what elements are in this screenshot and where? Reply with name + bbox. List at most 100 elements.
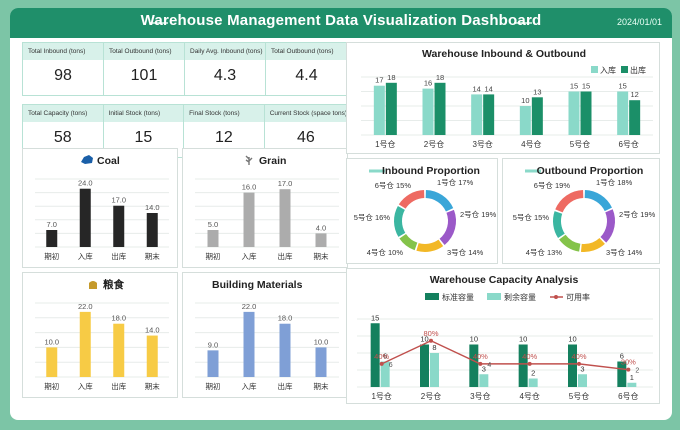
bar: [434, 82, 446, 135]
pie-slice: [559, 234, 581, 252]
bar: [279, 323, 291, 377]
kpi-daily-avg-inbound: Daily Avg. Inbound (tons) 4.3: [185, 43, 266, 95]
slice-label: 3号仓 14%: [447, 247, 484, 257]
tick-label: 出库: [278, 381, 293, 391]
kpi-total-inbound: Total Inbound (tons) 98: [23, 43, 104, 95]
bar: [146, 335, 158, 377]
data-label: 10.0: [314, 337, 329, 346]
pie-slice: [600, 209, 615, 243]
tick-label: 期初: [44, 381, 59, 391]
kpi-total-outbound-2: Total Outbound (tons) 4.4: [266, 43, 347, 95]
bar: [617, 91, 629, 135]
bar: [113, 205, 125, 247]
data-label: 2: [531, 369, 535, 378]
data-label: 18: [436, 73, 444, 82]
slice-label: 6号仓 15%: [375, 180, 412, 190]
chart-title: Grain: [259, 155, 286, 167]
bar: [617, 361, 627, 387]
bar: [629, 100, 641, 135]
slice-label: 5号仓 15%: [513, 212, 550, 222]
outbound-pie-panel: Outbound Proportion 1号仓 18% 2号仓 19% 3号仓 14%…: [502, 158, 660, 264]
data-label: 16: [424, 79, 432, 88]
line-label: 40%: [522, 352, 537, 361]
line-marker-label: 6: [389, 362, 393, 369]
data-label: 16.0: [242, 183, 257, 192]
data-label: 10: [519, 335, 527, 344]
data-label: 14.0: [145, 326, 160, 335]
data-label: 6: [383, 352, 387, 361]
bar: [207, 350, 219, 377]
coal-shape: [81, 155, 93, 164]
grain-shape: [245, 155, 253, 165]
pie-slice: [553, 211, 565, 238]
kpi-label: Total Capacity (tons): [23, 105, 103, 122]
building-materials-chart: Building Materials 9.0 期初 22.0 入库 18.0 出库 10.0 期…: [195, 279, 339, 391]
pie-slice: [398, 190, 425, 209]
coal-chart-panel: Coal 7.0 期初 24.0 入库 17.0 出库 14.0 期末: [22, 148, 178, 268]
chart-title: 粮食: [103, 278, 124, 291]
header-decoration-left: [150, 22, 168, 24]
bar: [243, 311, 255, 377]
tick-label: 入库: [242, 381, 257, 391]
bar: [471, 94, 483, 135]
tick-label: 5号仓: [569, 391, 589, 401]
series-line: [381, 339, 629, 371]
kpi-value: 4.4: [295, 67, 318, 84]
slice-label: 2号仓 19%: [460, 209, 497, 219]
chart-title: Outbound Proportion: [537, 165, 644, 177]
building-chart-panel: Building Materials 9.0 期初 22.0 入库 18.0 出库 10.0 期…: [182, 272, 348, 398]
legend-label: 出库: [630, 65, 646, 75]
line-label: 40%: [473, 352, 488, 361]
kpi-current-stock: Current Stock (space tons) 46: [264, 105, 347, 157]
legend-marker: [554, 295, 558, 299]
data-label: 13: [533, 87, 541, 96]
tick-label: 1号仓: [375, 139, 395, 149]
grain-chart: Grain 5.0 期初 16.0 入库 17.0 出库 4.0 期末: [195, 155, 339, 261]
data-label: 18.0: [111, 314, 126, 323]
pie-slice: [399, 233, 418, 251]
kpi-total-capacity: Total Capacity (tons) 58: [23, 105, 104, 157]
data-label: 24.0: [78, 179, 93, 188]
tick-label: 期末: [314, 381, 329, 391]
grain-chart-panel: Grain 5.0 期初 16.0 入库 17.0 出库 4.0 期末: [182, 148, 348, 268]
data-label: 18.0: [278, 314, 293, 323]
bar: [315, 347, 327, 377]
capacity-chart-panel: Warehouse Capacity Analysis 标准容量 剩余容量 可用率 15…: [346, 268, 660, 404]
data-label: 4.0: [316, 223, 326, 232]
bar: [315, 233, 327, 247]
slice-label: 1号仓 17%: [437, 177, 474, 187]
data-label: 5.0: [208, 220, 218, 229]
slice-label: 5号仓 16%: [354, 212, 391, 222]
tick-label: 出库: [111, 251, 126, 261]
line-point: [577, 361, 581, 366]
legend-swatch: [425, 293, 439, 300]
tick-label: 2号仓: [421, 391, 441, 401]
bar: [568, 344, 577, 387]
pie-slice: [416, 239, 444, 252]
kpi-total-outbound: Total Outbound (tons) 101: [104, 43, 185, 95]
data-label: 17: [375, 76, 383, 85]
data-label: 10.0: [44, 337, 59, 346]
inbound-outbound-chart: Warehouse Inbound & Outbound 入库 出库 17 18 1号仓 1…: [361, 48, 653, 149]
tick-label: 入库: [78, 251, 93, 261]
kpi-label: Daily Avg. Inbound (tons): [185, 43, 265, 60]
bar: [528, 378, 538, 387]
bar: [531, 97, 543, 135]
kpi-row-2: Total Capacity (tons) 58 Initial Stock (t…: [22, 104, 348, 158]
tick-label: 6号仓: [618, 139, 638, 149]
bar: [146, 213, 158, 247]
tick-label: 出库: [278, 251, 293, 261]
data-label: 10: [568, 335, 576, 344]
bar: [46, 347, 58, 377]
inbound-pie-panel: Inbound Proportion 1号仓 17% 2号仓 19% 3号仓 14% 4…: [346, 158, 498, 264]
line-point: [429, 338, 433, 343]
data-label: 15: [570, 82, 578, 91]
bar: [79, 188, 91, 247]
line-point: [527, 361, 532, 366]
bar: [113, 323, 125, 377]
line-label: 40%: [374, 352, 389, 361]
line-marker-label: 2: [635, 368, 639, 375]
page-title: Warehouse Management Data Visualization …: [140, 12, 542, 29]
tick-label: 5号仓: [570, 139, 590, 149]
